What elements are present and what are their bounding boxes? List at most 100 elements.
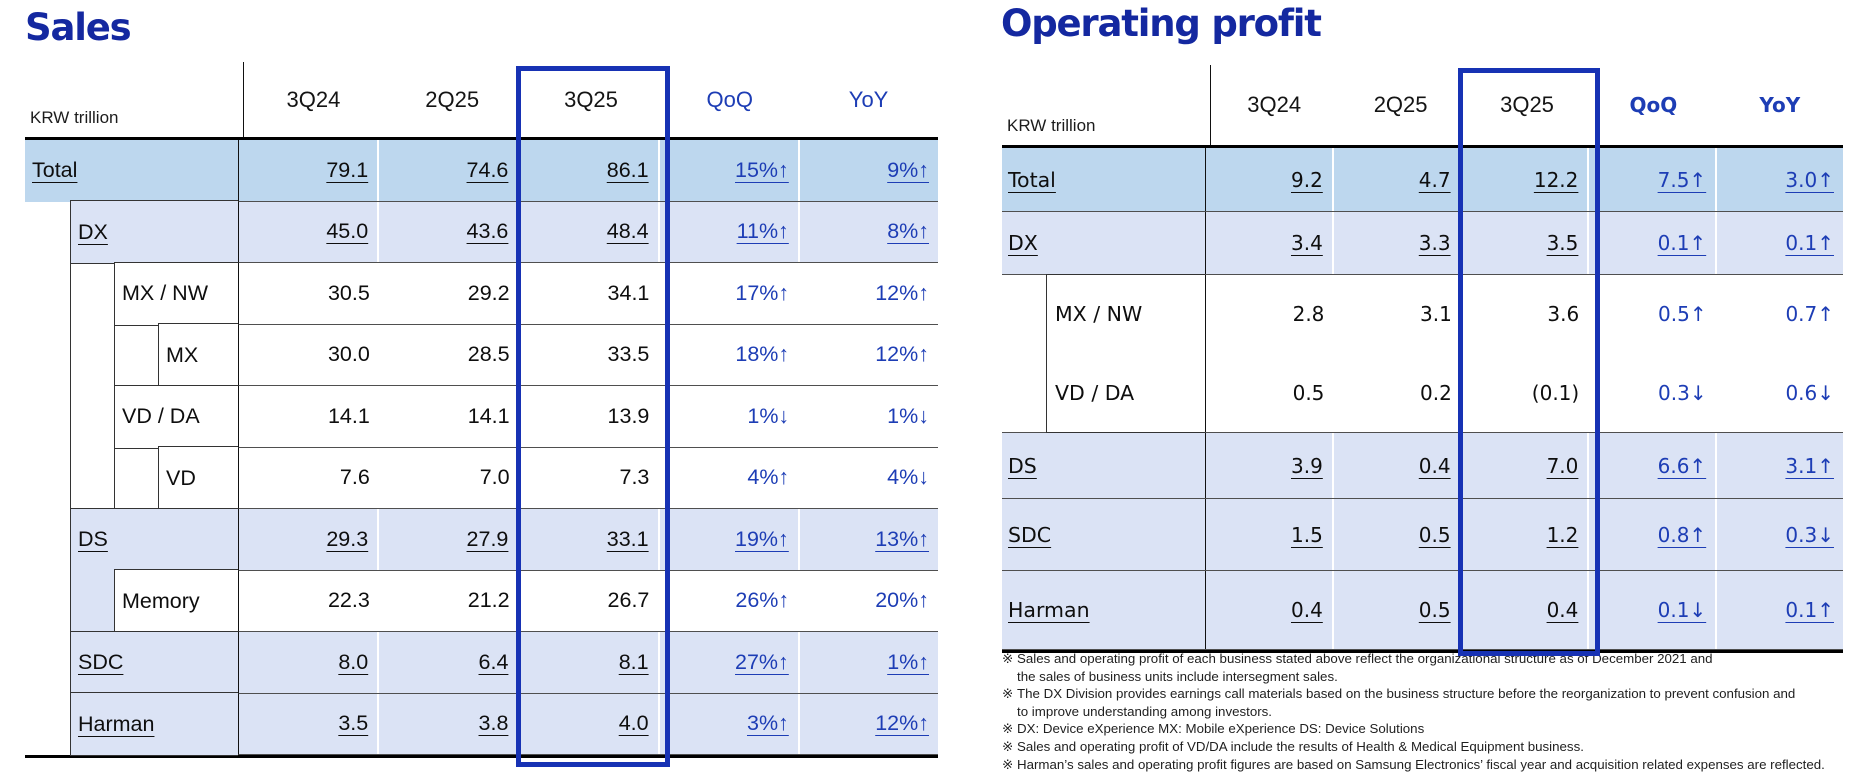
sales-title: Sales bbox=[25, 6, 132, 49]
cell-yoy: 13%↑ bbox=[799, 509, 939, 570]
table-row-total: Total 9.2 4.7 12.2 7.5↑ 3.0↑ bbox=[1002, 148, 1843, 212]
cell-3q25: 1.2 bbox=[1461, 499, 1590, 570]
cell-2q25: 29.2 bbox=[467, 280, 510, 305]
table-row-vd: VD 7.6 7.0 7.3 4%↑ 4%↓ bbox=[25, 446, 938, 511]
cell-3q25: 7.0 bbox=[1461, 433, 1590, 498]
cell-3q25: 48.4 bbox=[519, 201, 660, 262]
cell-2q25: 3.3 bbox=[1333, 212, 1462, 274]
unit-label-cell: KRW trillion bbox=[1002, 65, 1210, 145]
cell-qoq: 18%↑ bbox=[735, 342, 790, 367]
row-label: DS bbox=[78, 527, 108, 552]
cell-3q25: 34.1 bbox=[607, 280, 650, 305]
cell-yoy: 0.7↑ 0.6↓ bbox=[1785, 302, 1835, 405]
operating-profit-table: KRW trillion 3Q24 2Q25 3Q25 QoQ YoY Tota… bbox=[1002, 65, 1843, 653]
cell-yoy: 1%↓ bbox=[887, 403, 929, 428]
cell-3q24: 3.5 bbox=[239, 693, 380, 754]
cell-3q25: 86.1 bbox=[519, 140, 660, 201]
cell-qoq: 11%↑ bbox=[659, 201, 800, 262]
row-label-cell: DS bbox=[1002, 433, 1205, 498]
cell-qoq: 17%↑ bbox=[735, 280, 790, 305]
footnote: ※ The DX Division provides earnings call … bbox=[1002, 686, 1796, 702]
cell-2q25: 0.5 bbox=[1333, 571, 1462, 649]
cell-2q25: 14.1 bbox=[467, 403, 510, 428]
table-row-harman: Harman 3.5 3.8 4.0 3%↑ 12%↑ bbox=[25, 692, 939, 757]
row-label-cell: DX bbox=[70, 200, 238, 265]
cell-qoq: 26%↑ bbox=[735, 588, 790, 613]
cell-2q25: 6.4 bbox=[379, 632, 520, 693]
cell-qoq: 7.5↑ bbox=[1589, 148, 1718, 211]
col-header-2q25: 2Q25 bbox=[425, 86, 480, 112]
cell-2q25: 74.6 bbox=[379, 140, 520, 201]
table-row-vd-da: VD / DA 14.1 14.1 13.9 1%↓ 1%↓ bbox=[25, 384, 938, 449]
cell-3q24: 0.4 bbox=[1206, 571, 1334, 649]
sales-table: KRW trillion 3Q24 2Q25 3Q25 QoQ YoY Tota… bbox=[25, 62, 939, 758]
row-label: DX bbox=[78, 219, 108, 244]
cell-2q25: 4.7 bbox=[1333, 148, 1462, 211]
operating-profit-title: Operating profit bbox=[1001, 2, 1322, 45]
cell-3q25: 7.3 bbox=[619, 465, 650, 490]
row-label-cell: Total bbox=[25, 140, 238, 202]
row-label-cell: DS bbox=[70, 507, 238, 572]
cell-qoq: 0.8↑ bbox=[1589, 499, 1718, 570]
cell-3q25: 33.1 bbox=[519, 509, 660, 570]
table-row-dx: DX 45.0 43.6 48.4 11%↑ 8%↑ bbox=[25, 200, 939, 265]
footnote-continuation: to improve understanding among investors… bbox=[1017, 703, 1272, 719]
row-label-vd-da: VD / DA bbox=[1055, 380, 1135, 405]
row-label-cell: DX bbox=[1002, 212, 1205, 274]
row-label: Total bbox=[1008, 167, 1056, 192]
row-label: Harman bbox=[1008, 598, 1090, 622]
table-row-total: Total 79.1 74.6 86.1 15%↑ 9%↑ bbox=[25, 140, 939, 202]
footnote: ※ Sales and operating profit of VD/DA inc… bbox=[1002, 738, 1584, 754]
row-label: MX bbox=[166, 342, 199, 367]
cell-qoq: 3%↑ bbox=[659, 693, 800, 754]
row-label-cell: Harman bbox=[1002, 571, 1205, 649]
cell-3q25: 4.0 bbox=[519, 693, 660, 754]
table-row-sdc: SDC 8.0 6.4 8.1 27%↑ 1%↑ bbox=[25, 630, 939, 695]
cell-3q24: 79.1 bbox=[239, 140, 380, 201]
cell-3q24: 22.3 bbox=[327, 588, 370, 613]
row-label-cell: MX / NW VD / DA bbox=[1046, 273, 1205, 434]
cell-qoq: 0.5↑ 0.3↓ bbox=[1658, 302, 1707, 405]
row-label-cell: SDC bbox=[70, 630, 238, 695]
cell-2q25: 21.2 bbox=[467, 588, 510, 613]
row-label-cell: VD / DA bbox=[114, 384, 238, 449]
row-label: DS bbox=[1008, 453, 1037, 478]
cell-3q25: 12.2 bbox=[1461, 148, 1590, 211]
cell-3q25: 33.5 bbox=[607, 342, 650, 367]
row-label-cell: MX bbox=[158, 323, 238, 388]
cell-qoq: 27%↑ bbox=[659, 632, 800, 693]
cell-yoy: 12%↑ bbox=[875, 342, 929, 367]
unit-label: KRW trillion bbox=[1007, 116, 1096, 135]
sales-table-header: KRW trillion 3Q24 2Q25 3Q25 QoQ YoY bbox=[25, 62, 938, 140]
cell-yoy: 3.1↑ bbox=[1717, 433, 1843, 498]
cell-3q24: 45.0 bbox=[239, 201, 380, 262]
cell-3q24: 2.8 0.5 bbox=[1292, 302, 1325, 405]
unit-label: KRW trillion bbox=[30, 108, 119, 127]
cell-3q25: 0.4 bbox=[1461, 571, 1590, 649]
row-label-cell: Total bbox=[1002, 148, 1205, 211]
row-label: Memory bbox=[122, 588, 200, 613]
cell-3q24: 29.3 bbox=[239, 509, 380, 570]
table-row-mx: MX 30.0 28.5 33.5 18%↑ 12%↑ bbox=[25, 323, 938, 388]
col-header-yoy: YoY bbox=[1759, 93, 1801, 117]
row-label-cell: MX / NW bbox=[114, 261, 238, 326]
col-header-yoy: YoY bbox=[848, 86, 889, 112]
cell-2q25: 28.5 bbox=[467, 342, 510, 367]
cell-yoy: 3.0↑ bbox=[1717, 148, 1843, 211]
cell-yoy: 8%↑ bbox=[799, 201, 939, 262]
column-headers: 3Q24 2Q25 3Q25 QoQ YoY bbox=[1210, 65, 1843, 145]
cell-qoq: 15%↑ bbox=[659, 140, 800, 201]
footnote: ※ Harman’s sales and operating profit fig… bbox=[1002, 756, 1825, 772]
row-label-cell: Harman bbox=[70, 692, 238, 757]
cell-qoq: 19%↑ bbox=[659, 509, 800, 570]
footnote: ※ Sales and operating profit of each busi… bbox=[1002, 651, 1713, 666]
cell-2q25: 27.9 bbox=[379, 509, 520, 570]
row-label: MX / NW bbox=[122, 281, 208, 306]
cell-3q24: 30.5 bbox=[327, 280, 370, 305]
table-row-sdc: SDC 1.5 0.5 1.2 0.8↑ 0.3↓ bbox=[1002, 499, 1843, 571]
col-header-3q25: 3Q25 bbox=[564, 86, 618, 112]
cell-3q24: 14.1 bbox=[327, 403, 370, 428]
row-label: SDC bbox=[78, 650, 124, 675]
row-label: VD / DA bbox=[122, 404, 200, 429]
row-label: Harman bbox=[78, 711, 155, 736]
